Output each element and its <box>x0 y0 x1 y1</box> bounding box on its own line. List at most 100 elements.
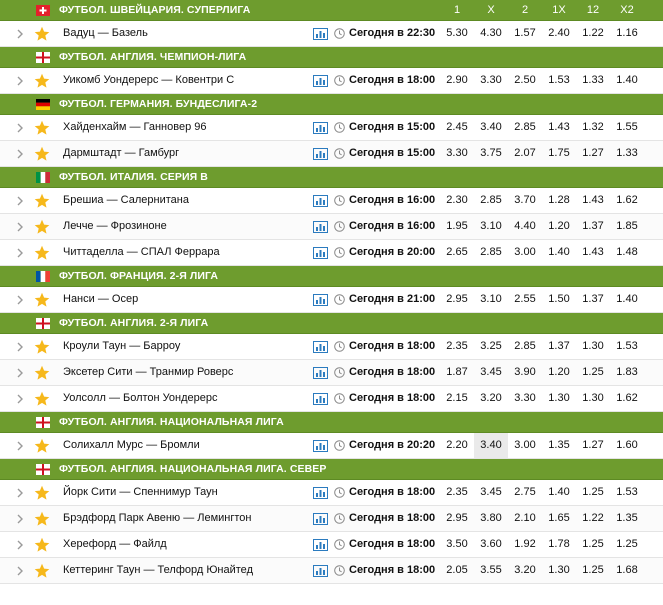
match-row[interactable]: Дармштадт — Гамбург Сегодня в 15:00 3.30 3.… <box>0 141 663 167</box>
odds-cell-2[interactable]: 2.07 <box>514 147 536 159</box>
match-row[interactable]: Эксетер Сити — Транмир Роверс Сегодня в 1… <box>0 360 663 386</box>
odds-cell-1X[interactable]: 1.53 <box>548 74 570 86</box>
match-row[interactable]: Брэдфорд Парк Авеню — Лемингтон Сегодня в… <box>0 506 663 532</box>
odds-cell-12[interactable]: 1.25 <box>582 366 604 378</box>
odds-cell-12[interactable]: 1.32 <box>582 121 604 133</box>
statistics-icon[interactable] <box>313 341 328 353</box>
match-row[interactable]: Брешиа — Салернитана Сегодня в 16:00 2.30 2… <box>0 188 663 214</box>
favorite-star-icon[interactable] <box>34 193 50 209</box>
chevron-right-icon[interactable] <box>16 566 25 576</box>
match-teams[interactable]: Дармштадт — Гамбург <box>63 147 180 159</box>
favorite-star-icon[interactable] <box>34 485 50 501</box>
odds-cell-X[interactable]: 2.85 <box>480 246 502 258</box>
odds-cell-X[interactable]: 3.30 <box>480 74 502 86</box>
odds-cell-1[interactable]: 2.45 <box>446 121 468 133</box>
match-teams[interactable]: Уолсолл — Болтон Уондерерс <box>63 392 218 404</box>
odds-cell-X2[interactable]: 1.62 <box>616 194 638 206</box>
match-row[interactable]: Вадуц — Базель Сегодня в 22:30 5.30 4.30 1.5… <box>0 21 663 47</box>
chevron-right-icon[interactable] <box>16 295 25 305</box>
odds-cell-2[interactable]: 3.00 <box>514 439 536 451</box>
odds-cell-X[interactable]: 3.60 <box>480 538 502 550</box>
odds-cell-12[interactable]: 1.43 <box>582 246 604 258</box>
match-teams[interactable]: Вадуц — Базель <box>63 27 148 39</box>
match-teams[interactable]: Лечче — Фрозиноне <box>63 220 167 232</box>
favorite-star-icon[interactable] <box>34 511 50 527</box>
odds-cell-1[interactable]: 2.35 <box>446 340 468 352</box>
statistics-icon[interactable] <box>313 440 328 452</box>
odds-cell-1X[interactable]: 1.40 <box>548 246 570 258</box>
chevron-right-icon[interactable] <box>16 196 25 206</box>
statistics-icon[interactable] <box>313 294 328 306</box>
match-row[interactable]: Солихалл Мурс — Бромли Сегодня в 20:20 2.2… <box>0 433 663 459</box>
odds-cell-1[interactable]: 3.30 <box>446 147 468 159</box>
chevron-right-icon[interactable] <box>16 222 25 232</box>
match-teams[interactable]: Кроули Таун — Барроу <box>63 340 181 352</box>
odds-cell-2[interactable]: 2.50 <box>514 74 536 86</box>
odds-cell-1X[interactable]: 1.28 <box>548 194 570 206</box>
chevron-right-icon[interactable] <box>16 149 25 159</box>
odds-cell-X2[interactable]: 1.25 <box>616 538 638 550</box>
odds-cell-X2[interactable]: 1.53 <box>616 486 638 498</box>
favorite-star-icon[interactable] <box>34 537 50 553</box>
odds-cell-2[interactable]: 2.75 <box>514 486 536 498</box>
odds-cell-2[interactable]: 2.55 <box>514 293 536 305</box>
match-teams[interactable]: Брэдфорд Парк Авеню — Лемингтон <box>63 512 252 524</box>
statistics-icon[interactable] <box>313 148 328 160</box>
odds-cell-2[interactable]: 2.85 <box>514 340 536 352</box>
chevron-right-icon[interactable] <box>16 368 25 378</box>
odds-cell-X[interactable]: 3.20 <box>480 392 502 404</box>
odds-cell-2[interactable]: 3.90 <box>514 366 536 378</box>
statistics-icon[interactable] <box>313 28 328 40</box>
odds-cell-X2[interactable]: 1.62 <box>616 392 638 404</box>
odds-cell-X2[interactable]: 1.40 <box>616 293 638 305</box>
match-row[interactable]: Читтаделла — СПАЛ Феррара Сегодня в 20:00… <box>0 240 663 266</box>
odds-cell-X2[interactable]: 1.53 <box>616 340 638 352</box>
odds-cell-X[interactable]: 3.10 <box>480 220 502 232</box>
chevron-right-icon[interactable] <box>16 441 25 451</box>
odds-cell-2[interactable]: 2.10 <box>514 512 536 524</box>
match-teams[interactable]: Уикомб Уондерерс — Ковентри С <box>63 74 235 86</box>
favorite-star-icon[interactable] <box>34 245 50 261</box>
odds-cell-X2[interactable]: 1.33 <box>616 147 638 159</box>
odds-cell-1X[interactable]: 1.75 <box>548 147 570 159</box>
odds-cell-X2[interactable]: 1.48 <box>616 246 638 258</box>
odds-cell-1X[interactable]: 1.43 <box>548 121 570 133</box>
odds-cell-1[interactable]: 2.35 <box>446 486 468 498</box>
favorite-star-icon[interactable] <box>34 339 50 355</box>
chevron-right-icon[interactable] <box>16 29 25 39</box>
odds-cell-X[interactable]: 3.10 <box>480 293 502 305</box>
chevron-right-icon[interactable] <box>16 540 25 550</box>
favorite-star-icon[interactable] <box>34 365 50 381</box>
statistics-icon[interactable] <box>313 513 328 525</box>
odds-cell-12[interactable]: 1.22 <box>582 512 604 524</box>
odds-cell-1X[interactable]: 2.40 <box>548 27 570 39</box>
statistics-icon[interactable] <box>313 487 328 499</box>
match-row[interactable]: Херефорд — Файлд Сегодня в 18:00 3.50 3.60 1… <box>0 532 663 558</box>
odds-cell-12[interactable]: 1.30 <box>582 340 604 352</box>
chevron-right-icon[interactable] <box>16 394 25 404</box>
odds-cell-12[interactable]: 1.27 <box>582 439 604 451</box>
match-row[interactable]: Уолсолл — Болтон Уондерерс Сегодня в 18:0… <box>0 386 663 412</box>
statistics-icon[interactable] <box>313 221 328 233</box>
match-teams[interactable]: Кеттеринг Таун — Телфорд Юнайтед <box>63 564 253 576</box>
odds-cell-X[interactable]: 4.30 <box>480 27 502 39</box>
match-teams[interactable]: Херефорд — Файлд <box>63 538 167 550</box>
odds-cell-1X[interactable]: 1.50 <box>548 293 570 305</box>
odds-cell-2[interactable]: 1.57 <box>514 27 536 39</box>
odds-cell-X[interactable]: 3.45 <box>480 366 502 378</box>
chevron-right-icon[interactable] <box>16 342 25 352</box>
odds-cell-X2[interactable]: 1.55 <box>616 121 638 133</box>
favorite-star-icon[interactable] <box>34 146 50 162</box>
odds-cell-12[interactable]: 1.25 <box>582 538 604 550</box>
chevron-right-icon[interactable] <box>16 514 25 524</box>
chevron-right-icon[interactable] <box>16 248 25 258</box>
favorite-star-icon[interactable] <box>34 219 50 235</box>
odds-cell-X[interactable]: 2.85 <box>480 194 502 206</box>
odds-cell-12[interactable]: 1.27 <box>582 147 604 159</box>
odds-cell-X[interactable]: 3.40 <box>474 433 508 458</box>
match-row[interactable]: Йорк Сити — Спеннимур Таун Сегодня в 18:0… <box>0 480 663 506</box>
odds-cell-12[interactable]: 1.22 <box>582 27 604 39</box>
chevron-right-icon[interactable] <box>16 76 25 86</box>
odds-cell-X2[interactable]: 1.35 <box>616 512 638 524</box>
chevron-right-icon[interactable] <box>16 123 25 133</box>
